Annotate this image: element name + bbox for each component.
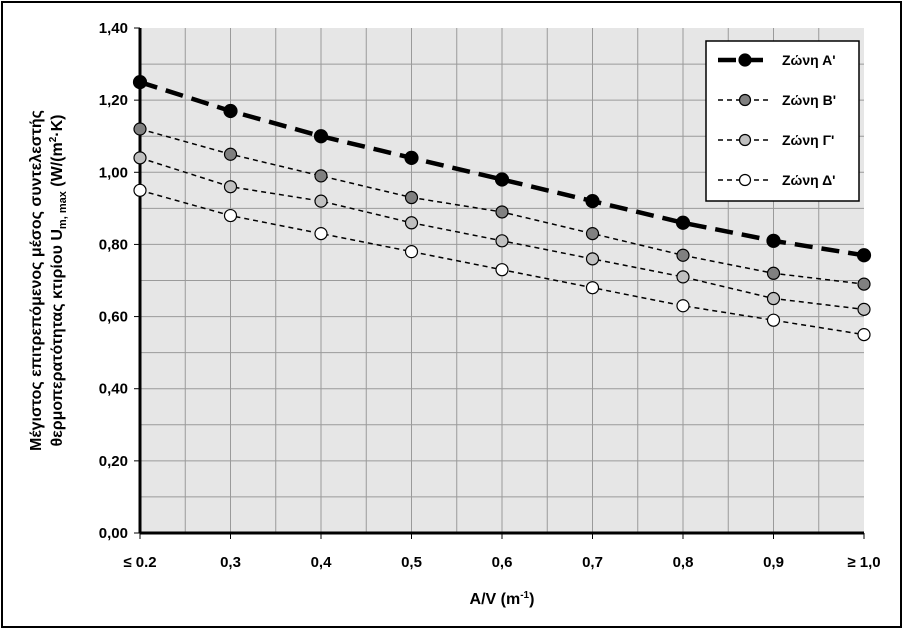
y-tick-label: 1,00 — [99, 164, 128, 181]
y-tick-label: 0,40 — [99, 381, 128, 398]
data-point — [766, 291, 781, 306]
data-point — [585, 194, 600, 209]
data-point — [133, 183, 147, 197]
data-point — [313, 129, 329, 144]
series — [133, 122, 871, 291]
y-tick-label: 0,60 — [99, 309, 128, 326]
data-point — [766, 266, 781, 280]
data-point — [223, 103, 238, 119]
y-tick-label: 1,40 — [99, 20, 128, 37]
x-tick-label: 0,5 — [401, 554, 422, 571]
legend-marker — [738, 173, 752, 187]
data-point — [404, 245, 419, 259]
data-point — [314, 194, 328, 208]
data-point — [494, 172, 510, 187]
x-tick-label: 0,4 — [311, 554, 333, 571]
data-point — [585, 227, 600, 241]
data-point — [585, 281, 600, 295]
series-line — [139, 79, 865, 258]
legend-marker — [738, 53, 752, 67]
legend-box — [705, 40, 860, 202]
y-axis-title-line2: θερμοπερατότητας κτιρίου Um, max (W/(m2·… — [48, 114, 69, 446]
data-point — [133, 151, 147, 165]
legend-marker — [738, 133, 752, 147]
data-point — [857, 277, 871, 291]
legend-label: Ζώνη Δ' — [782, 172, 835, 188]
x-tick-label: 0,3 — [220, 554, 241, 571]
data-point — [314, 227, 328, 241]
data-point — [857, 328, 871, 342]
data-point — [223, 208, 238, 223]
data-point — [766, 313, 781, 327]
data-point — [676, 299, 690, 313]
data-point — [766, 233, 781, 248]
y-tick-label: 0,80 — [99, 236, 128, 253]
legend-item: Ζώνη Α' — [718, 52, 836, 68]
series — [133, 151, 871, 316]
y-axis-title: Μέγιστος επιτρεπόμενος μέσος συντελεστής… — [28, 110, 69, 451]
x-tick-label: 0,9 — [763, 554, 784, 571]
legend-label: Ζώνη Α' — [782, 52, 836, 68]
y-axis-title-line1: Μέγιστος επιτρεπόμενος μέσος συντελεστής — [28, 110, 45, 451]
data-point — [676, 270, 690, 284]
data-point — [404, 216, 419, 230]
series — [133, 183, 871, 342]
legend-item: Ζώνη Γ' — [718, 132, 834, 148]
data-point — [495, 263, 509, 277]
data-point — [223, 180, 238, 194]
legend-item: Ζώνη Β' — [718, 92, 836, 108]
data-point — [856, 248, 872, 263]
data-point — [675, 215, 691, 230]
x-tick-label: ≥ 1,0 — [847, 554, 880, 571]
legend-item: Ζώνη Δ' — [718, 172, 835, 188]
data-point — [857, 302, 871, 316]
data-point — [223, 147, 238, 161]
x-axis-ticks: ≤ 0.2 0,3 0,4 0,5 0,6 0,7 0,8 0,9 ≥ 1,0 — [123, 533, 881, 571]
x-tick-label: ≤ 0.2 — [123, 554, 156, 571]
data-point — [404, 150, 419, 165]
data-point — [404, 190, 419, 205]
legend: Ζώνη Α' Ζώνη Β' Ζώνη Γ' Ζώνη Δ' — [705, 40, 860, 202]
series — [132, 75, 872, 263]
data-point — [585, 252, 600, 266]
y-axis-ticks: 0,00 0,20 0,40 0,60 0,80 1,00 1,20 1,40 — [99, 20, 140, 542]
data-point — [132, 75, 148, 90]
y-tick-label: 1,20 — [99, 92, 128, 109]
y-tick-label: 0,00 — [99, 525, 128, 542]
series-layer — [132, 75, 872, 342]
x-tick-label: 0,7 — [582, 554, 603, 571]
x-axis-title: A/V (m-1) — [470, 590, 535, 608]
data-point — [676, 248, 690, 262]
data-point — [495, 205, 509, 219]
legend-label: Ζώνη Γ' — [782, 132, 834, 148]
data-point — [314, 169, 328, 183]
data-point — [133, 122, 147, 136]
y-tick-label: 0,20 — [99, 453, 128, 470]
data-point — [495, 234, 509, 248]
legend-label: Ζώνη Β' — [782, 92, 836, 108]
legend-marker — [738, 93, 752, 107]
x-tick-label: 0,6 — [492, 554, 513, 571]
x-tick-label: 0,8 — [673, 554, 694, 571]
